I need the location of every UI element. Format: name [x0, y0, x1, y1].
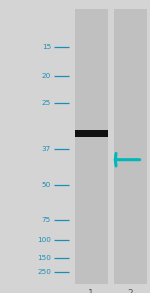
- Text: 250: 250: [37, 270, 51, 275]
- Text: 150: 150: [37, 255, 51, 261]
- Text: 37: 37: [42, 146, 51, 152]
- Bar: [114, 9, 147, 284]
- Text: 25: 25: [42, 100, 51, 105]
- Text: 20: 20: [42, 73, 51, 79]
- Bar: [75, 130, 108, 137]
- Text: 50: 50: [42, 182, 51, 188]
- Text: 1: 1: [88, 289, 94, 293]
- Text: 100: 100: [37, 237, 51, 243]
- Bar: [75, 9, 108, 284]
- Text: 75: 75: [42, 217, 51, 223]
- Text: 15: 15: [42, 44, 51, 50]
- Text: 2: 2: [127, 289, 133, 293]
